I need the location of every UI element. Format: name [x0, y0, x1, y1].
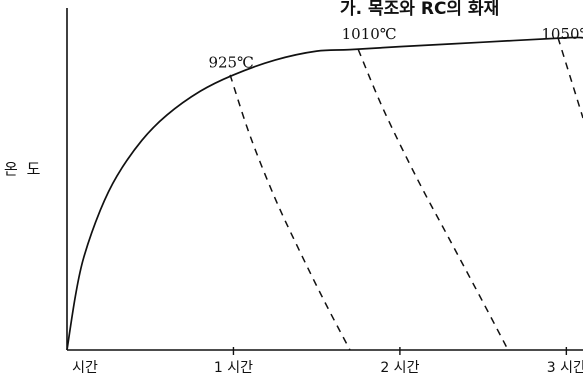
axes	[66, 8, 583, 351]
chart-title: 가. 목조와 RC의 화재	[340, 0, 499, 19]
temperature-label: 925℃	[208, 53, 253, 71]
series-layer	[66, 36, 583, 351]
cooling-curve-2	[357, 49, 509, 351]
cooling-curve-3	[557, 37, 583, 119]
cooling-curve-1	[229, 74, 351, 351]
x-tick-label: 1 시간	[214, 360, 253, 376]
x-ticks: 시간 1 시간 2 시간 3 시간	[72, 347, 583, 376]
y-axis-label: 온 도	[4, 160, 42, 178]
x-tick-label: 2 시간	[380, 360, 419, 376]
heating-curve	[66, 36, 583, 351]
temperature-label: 1010℃	[342, 25, 397, 43]
temperature-label: 1050℃	[541, 25, 583, 43]
x-tick-label: 3 시간	[547, 360, 583, 376]
annotations: 925℃ 1010℃ 1050℃	[208, 25, 583, 71]
x-tick-label: 시간	[72, 360, 98, 376]
